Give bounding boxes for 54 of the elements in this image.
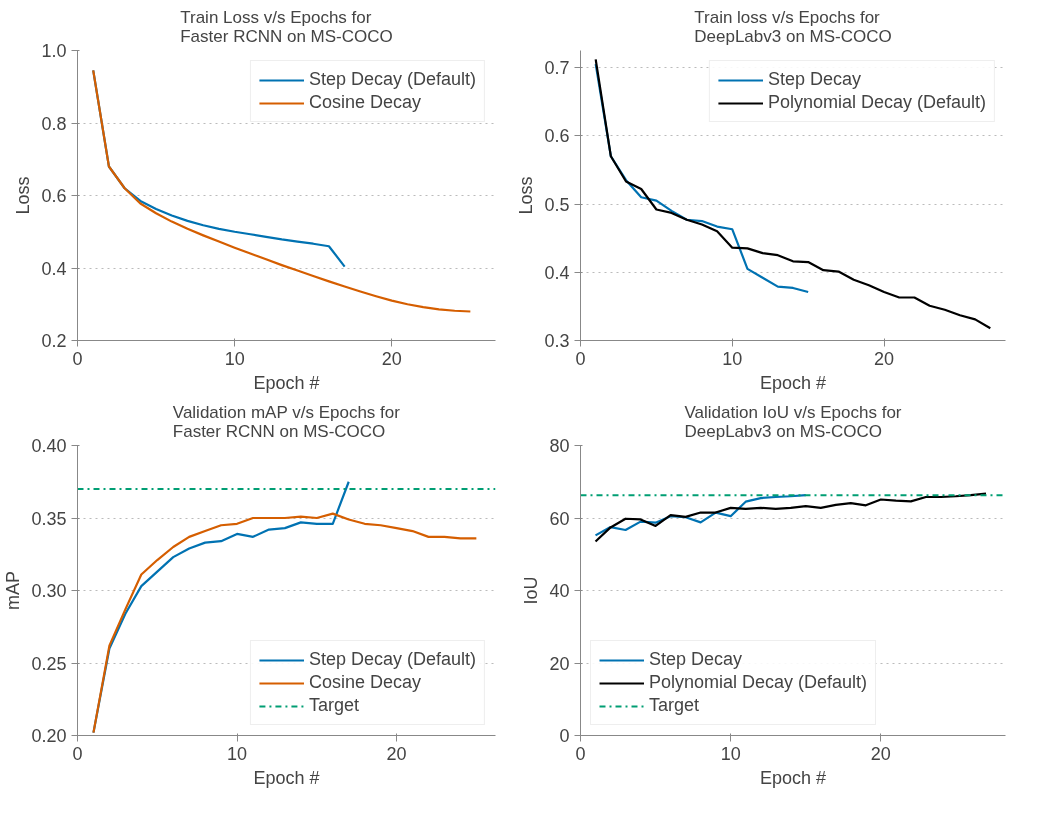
y-tick-label: 80 [549, 436, 570, 456]
y-tick-label: 0.20 [31, 726, 67, 746]
x-axis-title: Epoch # [759, 372, 827, 393]
y-tick-label: 0.2 [41, 331, 67, 351]
x-tick-label: 10 [722, 348, 743, 369]
y-axis-title: IoU [521, 576, 542, 605]
x-tick-label: 0 [575, 348, 586, 369]
x-axis-title: Epoch # [253, 767, 320, 788]
x-tick-label: 0 [72, 743, 83, 764]
x-tick-label: 20 [874, 348, 895, 369]
y-tick-label: 0.7 [544, 58, 570, 79]
x-tick-label: 10 [720, 743, 741, 764]
legend-label: Step Decay [767, 69, 861, 90]
legend-label: Polynomial Decay (Default) [767, 92, 986, 113]
x-tick-label: 0 [575, 743, 586, 764]
y-tick-label: 40 [549, 581, 570, 601]
legend-label: Step Decay [649, 649, 743, 670]
chart-title: Train loss v/s Epochs for DeepLabv3 on MS-COCO [694, 7, 892, 46]
y-tick-label: 0 [559, 726, 570, 746]
x-tick-label: 10 [224, 348, 245, 369]
y-tick-label: 0.6 [41, 186, 67, 206]
y-tick-label: 0.3 [544, 331, 570, 351]
y-tick-label: 0.6 [544, 126, 570, 147]
chart-title: Validation IoU v/s Epochs for DeepLabv3 on MS-COCO [684, 402, 902, 441]
y-axis-title: mAP [3, 570, 24, 610]
y-tick-label: 0.8 [41, 113, 67, 134]
legend-label: Step Decay (Default) [308, 649, 476, 670]
y-axis-title: Loss [516, 176, 537, 215]
y-tick-label: 1.0 [41, 41, 67, 61]
legend-label: Cosine Decay [308, 672, 421, 693]
legend-label: Cosine Decay [308, 92, 421, 113]
y-axis-title: Loss [13, 176, 34, 215]
y-tick-label: 20 [549, 653, 570, 674]
y-tick-label: 0.40 [31, 436, 67, 456]
x-tick-label: 0 [72, 348, 83, 369]
x-axis-title: Epoch # [253, 372, 320, 393]
y-tick-label: 0.4 [41, 258, 67, 279]
y-tick-label: 0.35 [31, 508, 67, 529]
legend-label: Target [308, 695, 359, 716]
chart-title: Validation mAP v/s Epochs for Faster RCNN on MS-COCO [172, 402, 401, 441]
y-tick-label: 0.25 [31, 653, 67, 674]
y-tick-label: 0.4 [544, 262, 570, 283]
y-tick-label: 60 [549, 508, 570, 529]
x-tick-label: 20 [870, 743, 891, 764]
x-axis-title: Epoch # [759, 767, 827, 788]
x-tick-label: 20 [381, 348, 402, 369]
chart-title: Train Loss v/s Epochs for Faster RCNN on MS-COCO [180, 7, 393, 46]
x-tick-label: 20 [386, 743, 407, 764]
legend-label: Target [649, 695, 700, 716]
legend-label: Polynomial Decay (Default) [649, 672, 868, 693]
y-tick-label: 0.5 [544, 194, 570, 215]
y-tick-label: 0.30 [31, 581, 67, 601]
x-tick-label: 10 [227, 743, 248, 764]
legend-label: Step Decay (Default) [308, 69, 476, 90]
